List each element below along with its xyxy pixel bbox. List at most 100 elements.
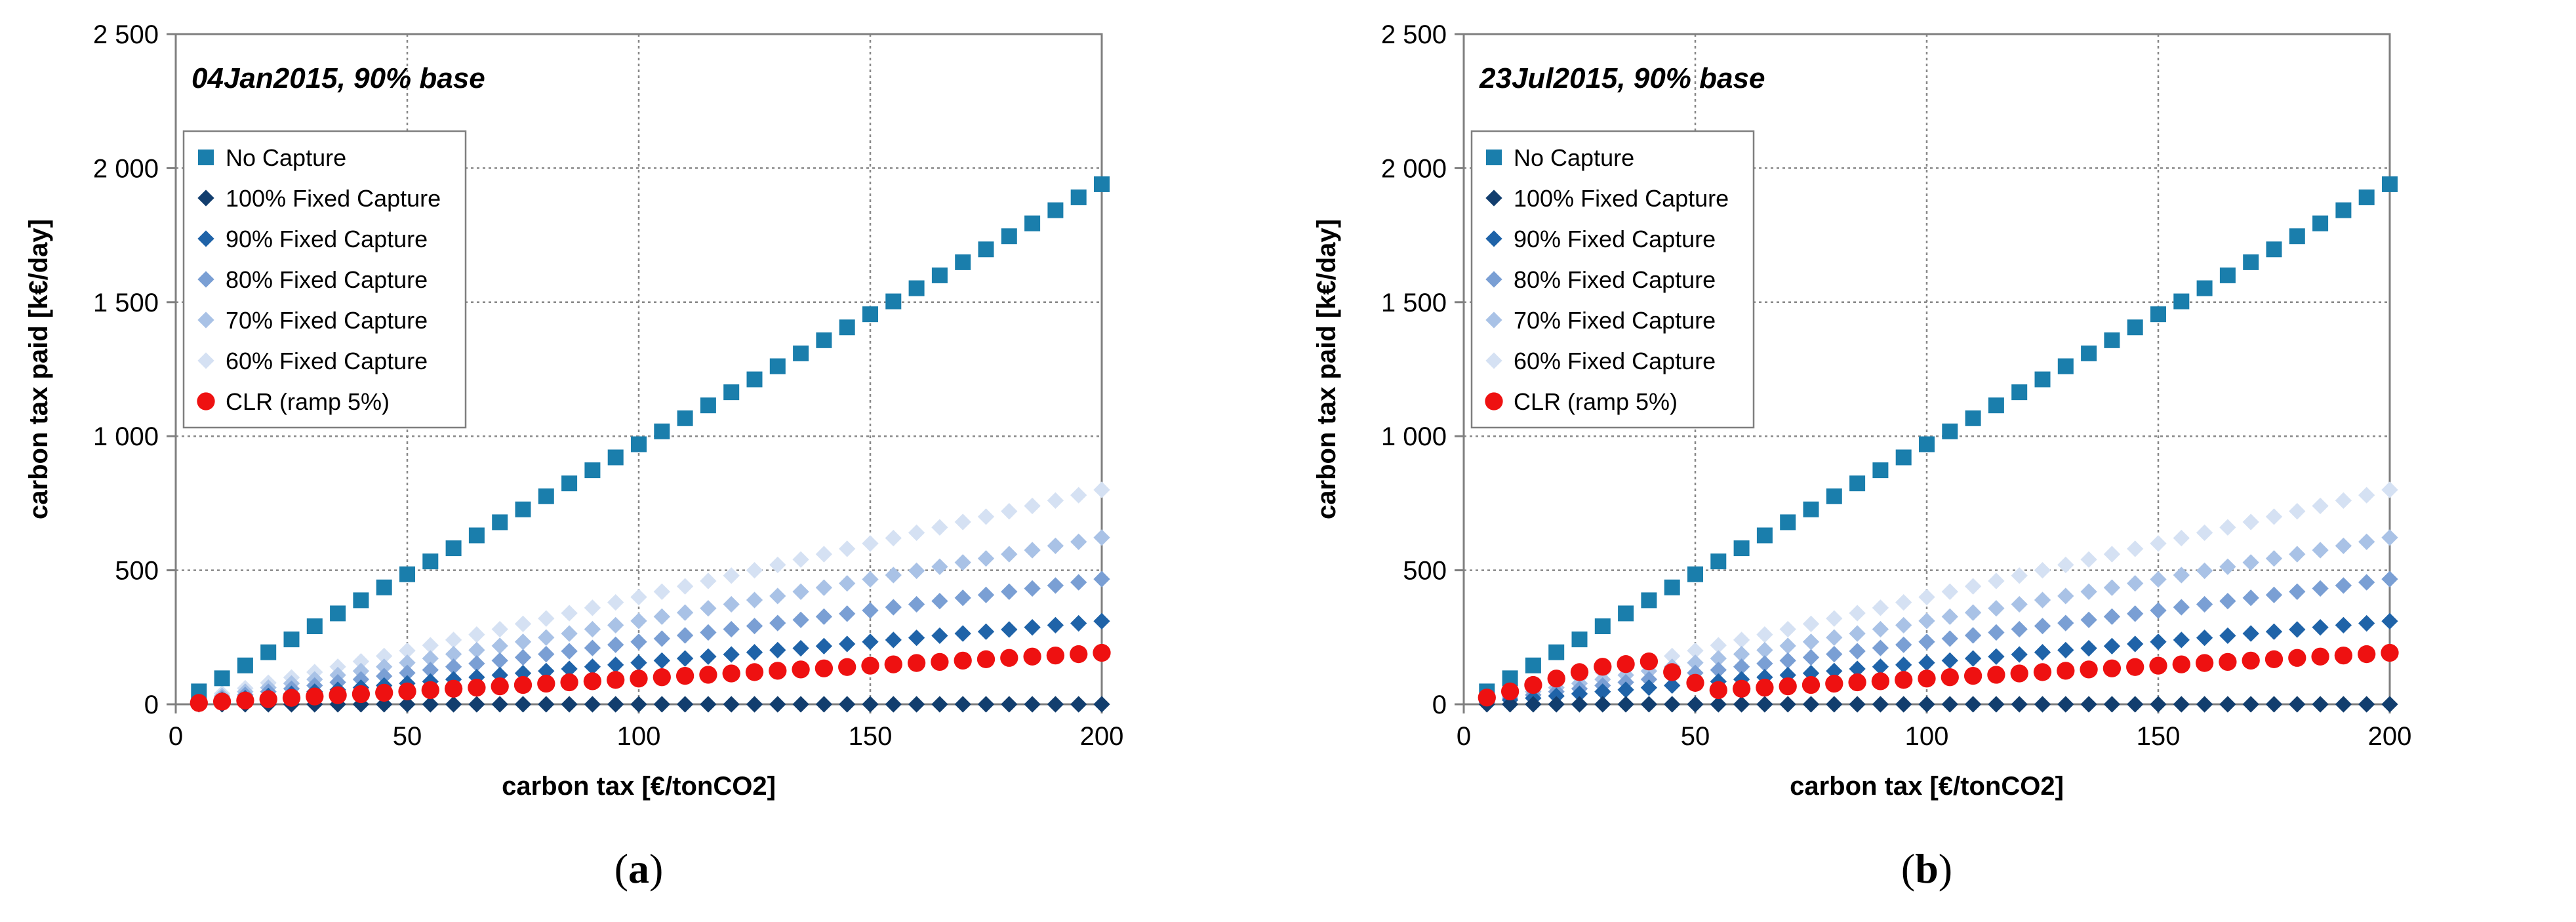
chart-a-svg: 0 50 100 150 200 0 500 1 000 1 500 2 000 2 500 carb…	[24, 20, 1123, 892]
data-point	[399, 642, 416, 659]
data-point	[2150, 571, 2167, 588]
data-point	[1093, 529, 1110, 546]
data-point	[422, 650, 439, 667]
data-point	[1618, 605, 1634, 622]
data-point	[1571, 631, 1588, 648]
data-point	[1895, 671, 1913, 689]
caption-paren-close: )	[1939, 845, 1952, 892]
figure-caption: (b)	[1901, 845, 1952, 892]
data-point	[1070, 189, 1087, 205]
data-point	[514, 633, 532, 651]
data-point	[1594, 696, 1611, 713]
data-point	[2334, 646, 2353, 665]
data-point	[653, 608, 670, 625]
data-point	[676, 696, 694, 713]
data-point	[2057, 556, 2074, 574]
data-point	[1024, 696, 1041, 713]
data-point	[2242, 651, 2260, 670]
data-point	[584, 696, 601, 713]
data-point	[445, 645, 462, 663]
data-point	[884, 655, 902, 673]
data-point	[792, 611, 809, 628]
data-point	[723, 567, 740, 584]
data-point	[2312, 619, 2329, 636]
legend-marker	[1485, 352, 1502, 369]
data-point	[1895, 636, 1912, 653]
y-tick-label: 1 500	[93, 289, 159, 317]
data-point	[283, 631, 300, 648]
data-point	[908, 562, 925, 580]
data-point	[2381, 529, 2398, 546]
data-point	[1802, 615, 1820, 633]
data-point	[2196, 629, 2213, 647]
data-point	[2010, 664, 2028, 683]
data-point	[2103, 579, 2121, 596]
data-point	[1047, 696, 1064, 713]
data-point	[1024, 215, 1041, 231]
data-point	[607, 594, 624, 611]
data-point	[675, 667, 694, 685]
data-point	[1047, 202, 1064, 218]
data-point	[491, 677, 509, 696]
data-point	[862, 535, 879, 552]
data-point	[862, 571, 879, 588]
data-point	[1918, 633, 1935, 651]
legend-box	[182, 130, 467, 429]
data-point	[561, 660, 578, 677]
x-tick-label: 50	[1681, 722, 1710, 751]
data-point	[815, 608, 833, 625]
data-point	[2335, 492, 2352, 509]
data-point	[908, 280, 925, 296]
y-tick-label: 1 500	[1381, 289, 1447, 317]
data-point	[259, 690, 277, 708]
data-point	[468, 527, 485, 544]
data-point	[2242, 554, 2259, 571]
data-point	[954, 590, 971, 607]
data-point	[815, 659, 834, 677]
data-point	[422, 637, 439, 654]
data-point	[2335, 616, 2352, 634]
data-point	[607, 616, 624, 634]
data-point	[584, 658, 601, 675]
data-point	[607, 671, 625, 689]
data-point	[2195, 654, 2214, 672]
legend-label: 100% Fixed Capture	[1514, 185, 1729, 212]
data-point	[2312, 497, 2329, 515]
data-point	[237, 657, 253, 673]
data-point	[1094, 176, 1110, 192]
x-tick-label: 0	[169, 722, 183, 751]
data-point	[2358, 533, 2375, 550]
data-point	[1895, 616, 1912, 634]
data-point	[468, 626, 485, 643]
data-point	[1687, 566, 1703, 582]
data-point	[1500, 682, 1519, 701]
y-axis-title: carbon tax paid [k€/day]	[24, 219, 53, 519]
caption-paren-open: (	[1901, 845, 1915, 892]
data-point	[2219, 627, 2236, 644]
data-point	[1070, 487, 1087, 504]
data-point	[1964, 604, 1982, 621]
data-point	[885, 696, 902, 713]
data-point	[538, 645, 555, 663]
data-point	[1779, 677, 1797, 696]
data-point	[2057, 588, 2074, 605]
legend-marker	[1485, 230, 1502, 247]
data-point	[2034, 591, 2051, 609]
data-point	[561, 605, 578, 622]
data-point	[861, 656, 879, 675]
data-point	[1848, 673, 1866, 692]
data-point	[978, 241, 994, 258]
series-clr-ramp-5	[190, 643, 1111, 712]
data-point	[815, 579, 833, 596]
data-point	[2149, 656, 2167, 675]
data-point	[2265, 508, 2283, 525]
data-point	[329, 658, 346, 675]
legend-marker	[1485, 271, 1502, 288]
data-point	[561, 625, 578, 642]
data-point	[2150, 602, 2167, 619]
data-point	[1710, 696, 1727, 713]
data-point	[746, 696, 763, 713]
data-point	[2103, 659, 2122, 677]
data-point	[468, 669, 485, 686]
data-point	[376, 647, 393, 665]
